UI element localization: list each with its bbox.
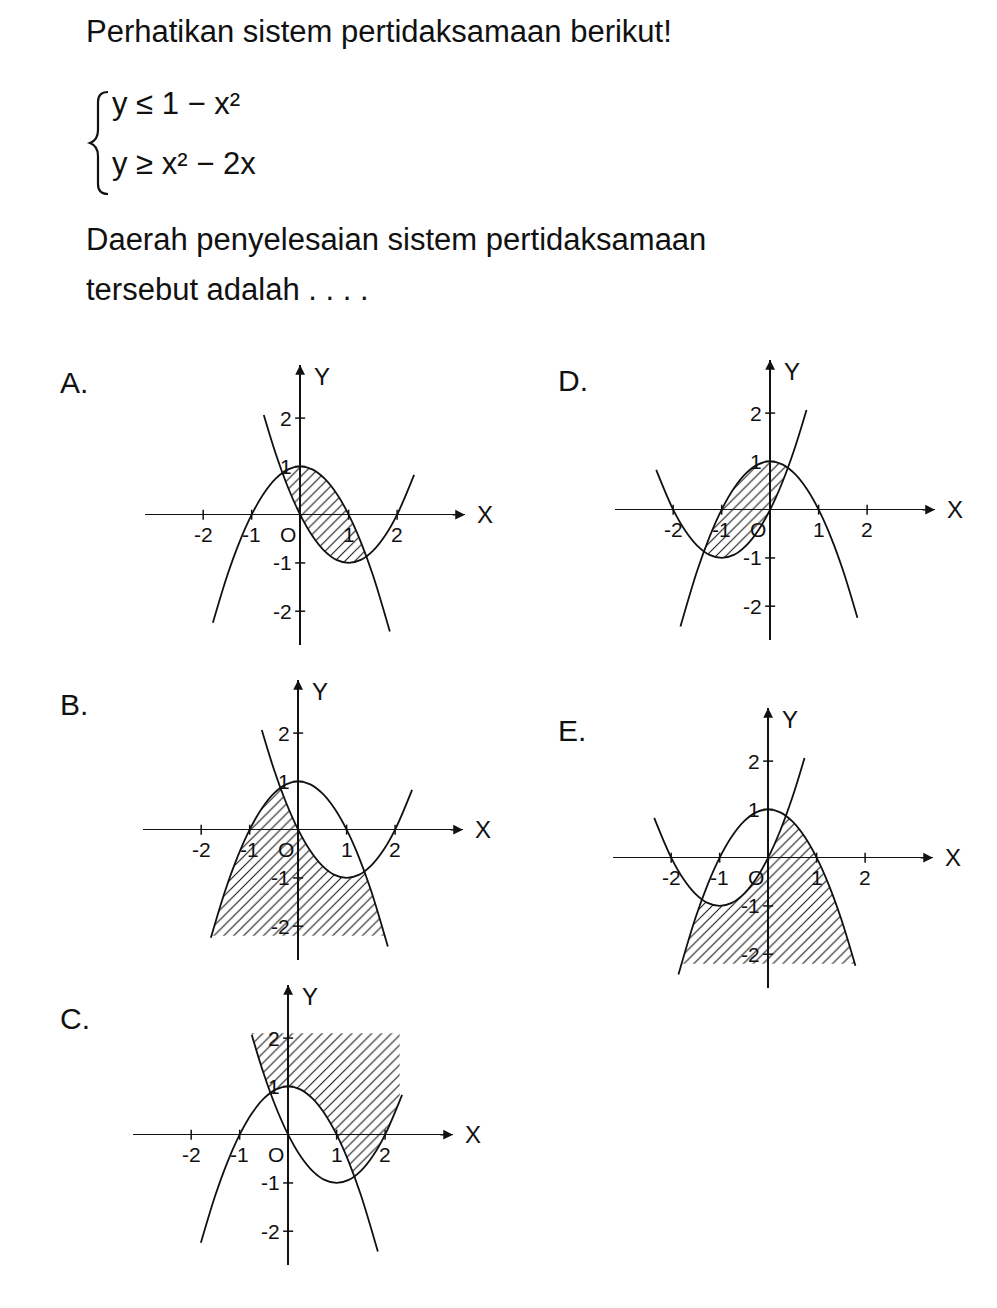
svg-text:X: X	[945, 844, 961, 871]
svg-text:Y: Y	[314, 363, 330, 390]
svg-text:-2: -2	[261, 1220, 280, 1243]
svg-text:X: X	[465, 1121, 481, 1148]
svg-text:2: 2	[750, 402, 762, 425]
svg-text:1: 1	[331, 1143, 343, 1166]
svg-text:-1: -1	[743, 546, 762, 569]
svg-text:-2: -2	[741, 943, 760, 966]
html-text:C.: C.	[60, 1002, 90, 1035]
svg-text:1: 1	[811, 866, 823, 889]
svg-text:-2: -2	[743, 595, 762, 618]
svg-text:2: 2	[748, 750, 760, 773]
svg-text:2: 2	[391, 523, 403, 546]
svg-text:-2: -2	[192, 838, 211, 861]
svg-text:-1: -1	[240, 838, 259, 861]
html-text:B.: B.	[60, 688, 89, 721]
svg-text:2: 2	[268, 1027, 280, 1050]
svg-text:O: O	[280, 523, 296, 546]
svg-text:X: X	[477, 501, 493, 528]
html-text:Perhatikan sistem pertidaksama: Perhatikan sistem pertidaksamaan berikut…	[86, 14, 672, 49]
svg-text:-1: -1	[242, 523, 261, 546]
svg-text:1: 1	[341, 838, 353, 861]
html-text:tersebut adalah . . . .: tersebut adalah . . . .	[86, 272, 369, 307]
svg-text:1: 1	[268, 1075, 280, 1098]
svg-text:-2: -2	[182, 1143, 201, 1166]
svg-text:X: X	[475, 816, 491, 843]
html-text:y ≥ x² − 2x: y ≥ x² − 2x	[112, 146, 256, 181]
svg-text:2: 2	[379, 1143, 391, 1166]
svg-text:Y: Y	[302, 983, 318, 1010]
svg-text:X: X	[947, 496, 963, 523]
svg-text:-1: -1	[741, 894, 760, 917]
svg-text:-2: -2	[662, 866, 681, 889]
svg-text:O: O	[750, 518, 766, 541]
svg-text:2: 2	[389, 838, 401, 861]
svg-text:Y: Y	[312, 678, 328, 705]
svg-text:2: 2	[280, 407, 292, 430]
svg-text:-2: -2	[194, 523, 213, 546]
svg-text:1: 1	[343, 523, 355, 546]
svg-text:Y: Y	[782, 706, 798, 733]
svg-text:1: 1	[748, 798, 760, 821]
html-text:A.: A.	[60, 366, 89, 399]
svg-text:-1: -1	[271, 866, 290, 889]
svg-text:O: O	[748, 866, 764, 889]
svg-text:-1: -1	[230, 1143, 249, 1166]
html-text:D.: D.	[558, 364, 588, 397]
svg-text:1: 1	[750, 450, 762, 473]
svg-text:1: 1	[280, 455, 292, 478]
svg-text:-1: -1	[261, 1171, 280, 1194]
svg-text:2: 2	[278, 722, 290, 745]
svg-text:-2: -2	[273, 600, 292, 623]
html-text:Daerah penyelesaian sistem per: Daerah penyelesaian sistem pertidaksamaa…	[86, 222, 707, 257]
svg-text:O: O	[278, 838, 294, 861]
svg-text:2: 2	[859, 866, 871, 889]
svg-text:-2: -2	[664, 518, 683, 541]
svg-text:-1: -1	[710, 866, 729, 889]
svg-text:1: 1	[813, 518, 825, 541]
svg-text:2: 2	[861, 518, 873, 541]
html-text:E.: E.	[558, 714, 587, 747]
svg-text:1: 1	[278, 770, 290, 793]
svg-text:-2: -2	[271, 915, 290, 938]
svg-text:Y: Y	[784, 358, 800, 385]
svg-text:-1: -1	[712, 518, 731, 541]
svg-text:-1: -1	[273, 551, 292, 574]
html-text:y ≤ 1 − x²: y ≤ 1 − x²	[112, 86, 241, 121]
svg-text:O: O	[268, 1143, 284, 1166]
